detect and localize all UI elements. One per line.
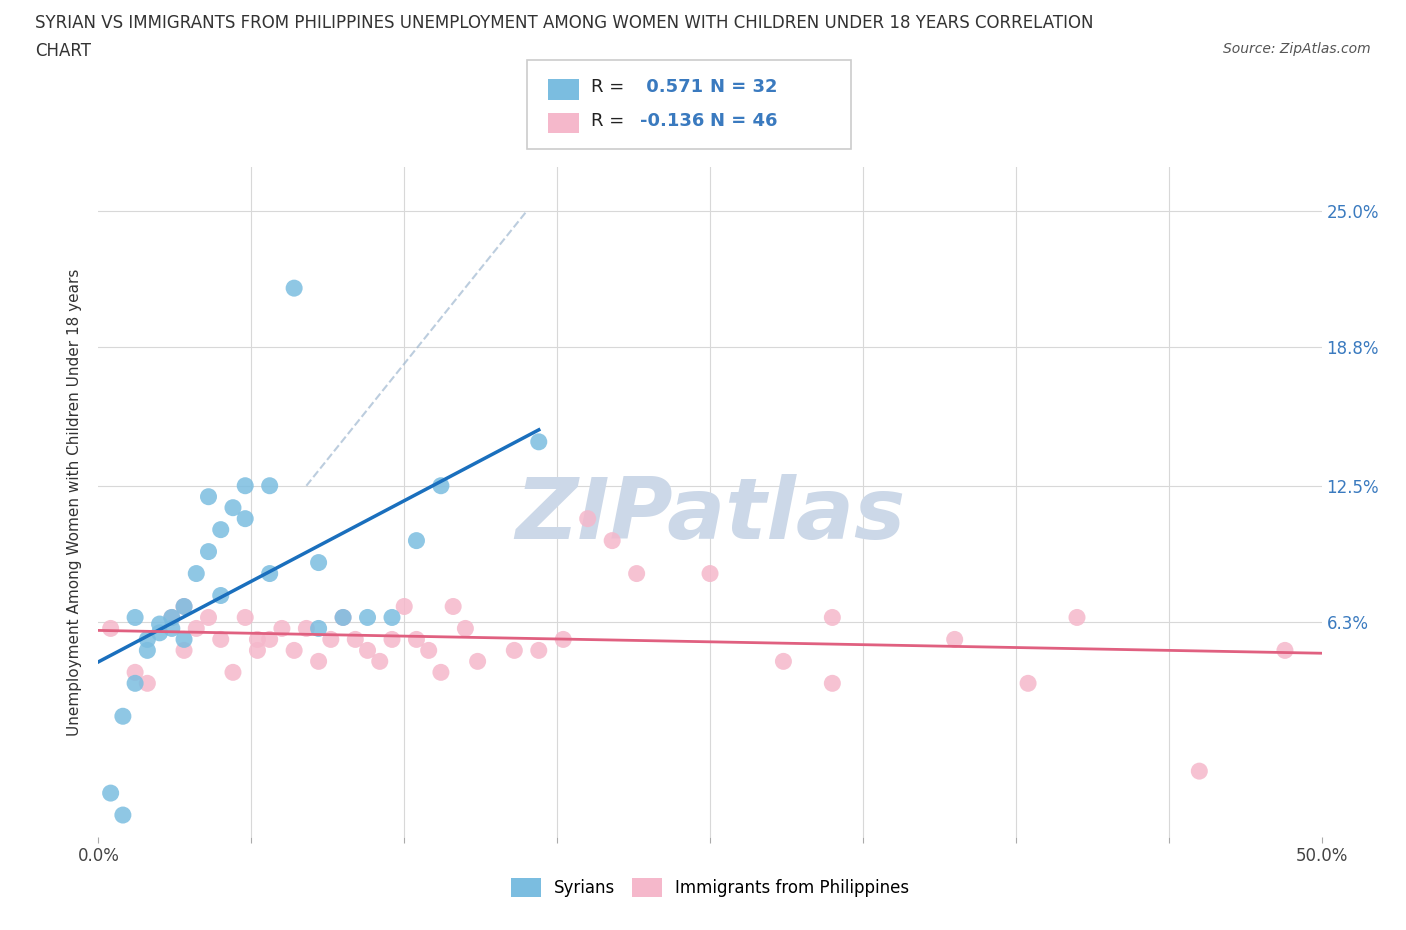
Point <box>405 632 427 647</box>
Point <box>233 478 256 493</box>
Point <box>527 434 550 449</box>
Point <box>111 709 134 724</box>
Point <box>209 588 232 603</box>
Point <box>136 632 159 647</box>
Point <box>381 632 404 647</box>
Point <box>943 632 966 647</box>
Point <box>1274 643 1296 658</box>
Point <box>1066 610 1088 625</box>
Point <box>405 533 427 548</box>
Text: 0.571: 0.571 <box>640 78 703 96</box>
Point <box>259 478 281 493</box>
Text: SYRIAN VS IMMIGRANTS FROM PHILIPPINES UNEMPLOYMENT AMONG WOMEN WITH CHILDREN UND: SYRIAN VS IMMIGRANTS FROM PHILIPPINES UN… <box>35 14 1094 32</box>
Point <box>246 632 269 647</box>
Point <box>149 625 172 640</box>
Point <box>100 786 122 801</box>
Point <box>197 544 219 559</box>
Point <box>626 566 648 581</box>
Text: CHART: CHART <box>35 42 91 60</box>
Point <box>259 566 281 581</box>
Point <box>246 643 269 658</box>
Text: N = 32: N = 32 <box>710 78 778 96</box>
Point <box>283 281 305 296</box>
Point <box>111 807 134 822</box>
Point <box>173 599 195 614</box>
Point <box>1188 764 1211 778</box>
Text: N = 46: N = 46 <box>710 112 778 129</box>
Point <box>197 489 219 504</box>
Point <box>222 665 245 680</box>
Point <box>136 676 159 691</box>
Point <box>295 621 318 636</box>
Point <box>160 621 183 636</box>
Text: R =: R = <box>591 78 630 96</box>
Point <box>233 512 256 526</box>
Text: Source: ZipAtlas.com: Source: ZipAtlas.com <box>1223 42 1371 56</box>
Point <box>356 610 378 625</box>
Point <box>283 643 305 658</box>
Point <box>1017 676 1039 691</box>
Point <box>209 632 232 647</box>
Point <box>308 621 330 636</box>
Point <box>699 566 721 581</box>
Point <box>553 632 575 647</box>
Point <box>149 617 172 631</box>
Point <box>270 621 294 636</box>
Y-axis label: Unemployment Among Women with Children Under 18 years: Unemployment Among Women with Children U… <box>67 269 83 736</box>
Point <box>467 654 489 669</box>
Point <box>430 665 453 680</box>
Point <box>160 610 183 625</box>
Point <box>308 555 330 570</box>
Point <box>600 533 623 548</box>
Point <box>319 632 342 647</box>
Point <box>503 643 526 658</box>
Point <box>356 643 378 658</box>
Point <box>454 621 477 636</box>
Point <box>821 676 844 691</box>
Text: ZIPatlas: ZIPatlas <box>515 474 905 557</box>
Point <box>124 676 146 691</box>
Point <box>430 478 453 493</box>
Point <box>173 599 195 614</box>
Point <box>308 654 330 669</box>
Point <box>100 621 122 636</box>
Point <box>332 610 354 625</box>
Point <box>576 512 599 526</box>
Text: R =: R = <box>591 112 630 129</box>
Point <box>527 643 550 658</box>
Point <box>418 643 440 658</box>
Point <box>209 523 232 538</box>
Point <box>197 610 219 625</box>
Point <box>772 654 794 669</box>
Point <box>259 632 281 647</box>
Point <box>124 610 146 625</box>
Point <box>173 632 195 647</box>
Point <box>441 599 464 614</box>
Point <box>173 643 195 658</box>
Point <box>392 599 416 614</box>
Point <box>124 665 146 680</box>
Point <box>222 500 245 515</box>
Point <box>381 610 404 625</box>
Text: -0.136: -0.136 <box>640 112 704 129</box>
Point <box>186 621 208 636</box>
Legend: Syrians, Immigrants from Philippines: Syrians, Immigrants from Philippines <box>502 870 918 906</box>
Point <box>332 610 354 625</box>
Point <box>368 654 391 669</box>
Point <box>136 643 159 658</box>
Point <box>160 610 183 625</box>
Point <box>233 610 256 625</box>
Point <box>344 632 367 647</box>
Point <box>821 610 844 625</box>
Point <box>186 566 208 581</box>
